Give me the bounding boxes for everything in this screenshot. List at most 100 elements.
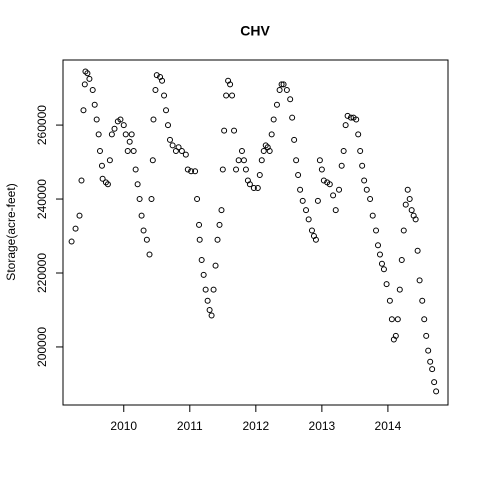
point: [130, 147, 137, 154]
point: [308, 227, 315, 234]
x-tick-label: 2010: [110, 419, 137, 433]
point: [196, 236, 203, 243]
point: [233, 166, 240, 173]
point: [380, 266, 387, 273]
y-tick-label: 260000: [35, 105, 49, 145]
chart-title: CHV: [240, 23, 270, 39]
point: [423, 332, 430, 339]
point: [291, 136, 298, 143]
point: [140, 227, 147, 234]
point: [175, 144, 182, 151]
point: [134, 181, 141, 188]
point: [419, 297, 426, 304]
point: [165, 122, 171, 129]
point: [86, 75, 93, 82]
point: [117, 116, 124, 123]
point: [210, 286, 217, 293]
point: [78, 177, 85, 184]
point: [194, 196, 201, 203]
point: [398, 257, 405, 264]
point: [184, 166, 191, 173]
point: [84, 70, 91, 77]
y-tick-label: 240000: [35, 179, 49, 219]
point: [392, 332, 399, 339]
point: [68, 238, 75, 245]
point: [169, 142, 176, 149]
point: [431, 379, 438, 386]
point: [146, 251, 153, 258]
point: [136, 196, 143, 203]
point: [122, 131, 129, 138]
point: [223, 92, 230, 99]
point: [202, 286, 209, 293]
point: [338, 162, 345, 169]
point: [340, 147, 347, 154]
point: [149, 157, 156, 164]
point: [126, 138, 133, 145]
point: [429, 366, 436, 373]
point: [404, 186, 411, 193]
point: [238, 147, 245, 154]
point: [303, 207, 310, 214]
point: [344, 112, 351, 119]
point: [214, 236, 221, 243]
point: [355, 131, 362, 138]
point: [250, 184, 257, 191]
point: [96, 147, 103, 154]
point: [221, 127, 228, 134]
point: [200, 271, 207, 278]
point: [332, 207, 339, 214]
point: [433, 388, 440, 395]
point: [108, 131, 115, 138]
point: [188, 168, 195, 175]
point: [369, 212, 376, 219]
point: [208, 312, 215, 319]
point: [254, 184, 261, 191]
point: [260, 147, 267, 154]
point: [76, 212, 83, 219]
point: [357, 147, 364, 154]
point: [412, 216, 419, 223]
point: [192, 168, 199, 175]
point: [421, 316, 428, 323]
point: [400, 227, 407, 234]
point: [95, 131, 102, 138]
point: [120, 122, 127, 129]
point: [148, 196, 155, 203]
point: [268, 131, 275, 138]
point: [138, 212, 145, 219]
point: [289, 114, 296, 121]
point: [132, 166, 139, 173]
point: [206, 306, 213, 313]
point: [336, 186, 343, 193]
point: [99, 175, 106, 182]
x-tick-label: 2012: [242, 419, 269, 433]
point: [330, 192, 337, 199]
point: [408, 207, 415, 214]
point: [299, 197, 306, 204]
point: [378, 260, 385, 267]
point: [124, 147, 131, 154]
point: [104, 181, 111, 188]
point: [295, 172, 302, 178]
point: [406, 196, 413, 203]
point: [320, 177, 327, 184]
point: [227, 81, 234, 88]
point: [425, 347, 432, 354]
y-tick-label: 200000: [35, 327, 49, 367]
point: [128, 131, 135, 138]
point: [150, 116, 157, 123]
point: [81, 81, 88, 88]
point: [166, 136, 173, 143]
point: [386, 297, 393, 304]
x-tick-label: 2011: [177, 419, 203, 433]
point: [270, 116, 277, 123]
point: [152, 86, 159, 93]
point: [376, 251, 383, 258]
point: [375, 242, 381, 249]
point: [153, 72, 160, 79]
point: [212, 262, 219, 269]
point: [305, 216, 312, 223]
point: [72, 225, 79, 232]
